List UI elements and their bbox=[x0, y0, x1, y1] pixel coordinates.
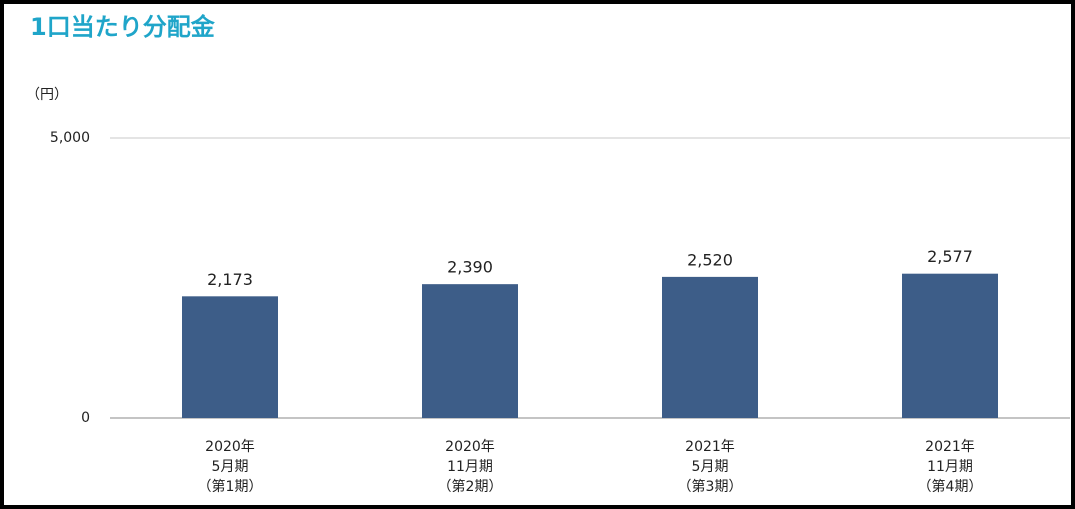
x-tick-label: 11月期 bbox=[447, 459, 493, 475]
bar bbox=[182, 296, 278, 418]
x-tick-label: （第2期） bbox=[438, 478, 503, 495]
y-tick-label: 5,000 bbox=[50, 130, 90, 146]
y-tick-label: 0 bbox=[81, 410, 90, 426]
x-tick-label: 2020年 bbox=[445, 439, 495, 455]
x-tick-label: 2020年 bbox=[205, 439, 255, 455]
value-label: 2,390 bbox=[447, 258, 493, 277]
value-label: 2,520 bbox=[687, 250, 733, 269]
unit-label: （円） bbox=[26, 87, 68, 103]
bar bbox=[902, 273, 998, 418]
bar bbox=[662, 276, 758, 418]
x-tick-label: 5月期 bbox=[692, 459, 729, 475]
x-tick-label: 2021年 bbox=[685, 439, 735, 455]
value-label: 2,577 bbox=[927, 247, 973, 266]
chart-title: 1口当たり分配金 bbox=[30, 13, 216, 41]
bar bbox=[422, 284, 518, 418]
x-tick-label: 2021年 bbox=[925, 439, 975, 455]
x-tick-label: （第1期） bbox=[198, 478, 263, 495]
x-tick-label: 5月期 bbox=[212, 459, 249, 475]
value-label: 2,173 bbox=[207, 270, 253, 289]
x-tick-label: （第4期） bbox=[918, 478, 983, 495]
x-tick-label: （第3期） bbox=[678, 478, 743, 495]
x-tick-label: 11月期 bbox=[927, 459, 973, 475]
